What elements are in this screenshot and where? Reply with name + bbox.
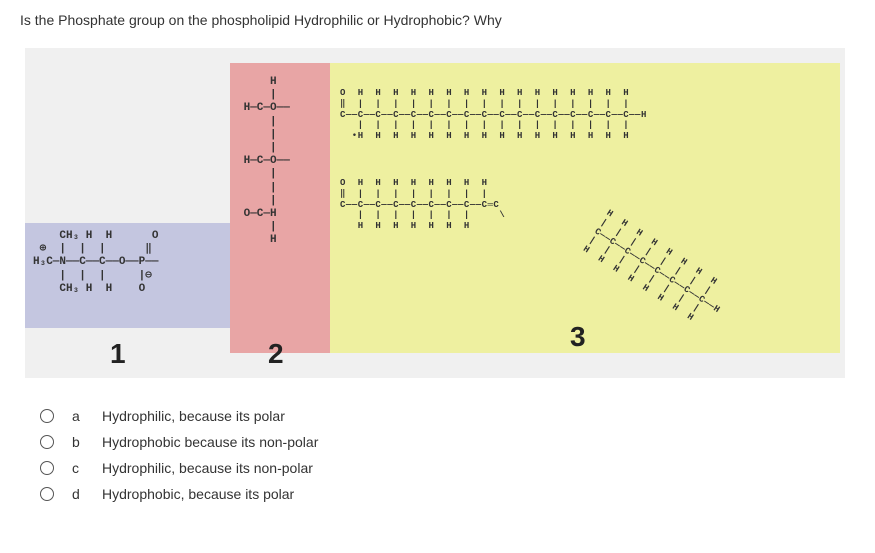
region-label-2: 2 [268, 338, 284, 370]
option-text: Hydrophilic, because its polar [102, 408, 285, 424]
option-text: Hydrophobic because its non-polar [102, 434, 318, 450]
option-b[interactable]: b Hydrophobic because its non-polar [40, 434, 855, 450]
phospholipid-diagram: CH₃ H H O ⊕ | | | ‖ H₃C—N——C——C——O——P—— … [25, 48, 845, 378]
option-letter: a [72, 408, 102, 424]
answer-options: a Hydrophilic, because its polar b Hydro… [40, 408, 855, 502]
option-c[interactable]: c Hydrophilic, because its non-polar [40, 460, 855, 476]
option-text: Hydrophobic, because its polar [102, 486, 294, 502]
radio-icon[interactable] [40, 487, 54, 501]
structure-1: CH₃ H H O ⊕ | | | ‖ H₃C—N——C——C——O——P—— … [33, 230, 158, 296]
option-text: Hydrophilic, because its non-polar [102, 460, 313, 476]
radio-icon[interactable] [40, 409, 54, 423]
radio-icon[interactable] [40, 461, 54, 475]
radio-icon[interactable] [40, 435, 54, 449]
question-text: Is the Phosphate group on the phospholip… [20, 12, 855, 28]
structure-3-top-chain: O H H H H H H H H H H H H H H H H ‖ | | … [340, 88, 647, 142]
region-label-1: 1 [110, 338, 126, 370]
option-a[interactable]: a Hydrophilic, because its polar [40, 408, 855, 424]
option-letter: d [72, 486, 102, 502]
structure-3-bottom-chain: O H H H H H H H H ‖ | | | | | | | | C——C… [340, 178, 505, 232]
option-letter: c [72, 460, 102, 476]
option-letter: b [72, 434, 102, 450]
region-label-3: 3 [570, 321, 586, 353]
option-d[interactable]: d Hydrophobic, because its polar [40, 486, 855, 502]
structure-2: H | H—C—O—— | | | H—C—O—— | | | O—C—H | … [237, 76, 290, 247]
